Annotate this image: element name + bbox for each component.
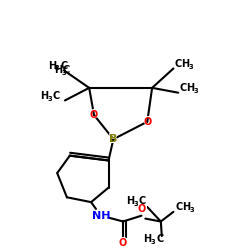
- Text: 3: 3: [55, 66, 60, 71]
- Text: O: O: [143, 117, 152, 127]
- Text: O: O: [89, 108, 99, 122]
- Text: H: H: [40, 90, 49, 101]
- Text: 3: 3: [189, 64, 194, 70]
- Text: H: H: [54, 66, 62, 76]
- Text: H: H: [143, 234, 151, 244]
- Text: H: H: [48, 60, 56, 70]
- Text: H: H: [181, 59, 189, 69]
- Text: O: O: [137, 204, 145, 214]
- Text: C: C: [156, 234, 164, 244]
- Text: C: C: [60, 60, 68, 70]
- Text: O: O: [142, 115, 152, 128]
- Text: C: C: [63, 66, 70, 76]
- Text: B: B: [109, 134, 118, 144]
- Text: O: O: [90, 110, 98, 120]
- Text: C: C: [174, 59, 182, 69]
- Text: 3: 3: [194, 88, 198, 94]
- Text: B: B: [108, 132, 119, 146]
- Text: NH: NH: [92, 211, 110, 221]
- Text: O: O: [119, 238, 127, 248]
- Text: H: H: [126, 196, 134, 206]
- Text: C: C: [179, 83, 186, 93]
- Text: O: O: [136, 202, 147, 215]
- Text: H: H: [182, 202, 190, 212]
- Text: 3: 3: [151, 239, 156, 245]
- Text: 3: 3: [61, 70, 66, 75]
- Text: 3: 3: [190, 207, 194, 213]
- Text: O: O: [118, 236, 128, 249]
- Text: C: C: [175, 202, 182, 212]
- Text: C: C: [52, 90, 60, 101]
- Text: C: C: [139, 196, 146, 206]
- Text: H: H: [186, 83, 194, 93]
- Text: 3: 3: [133, 201, 138, 207]
- Text: 3: 3: [47, 96, 52, 102]
